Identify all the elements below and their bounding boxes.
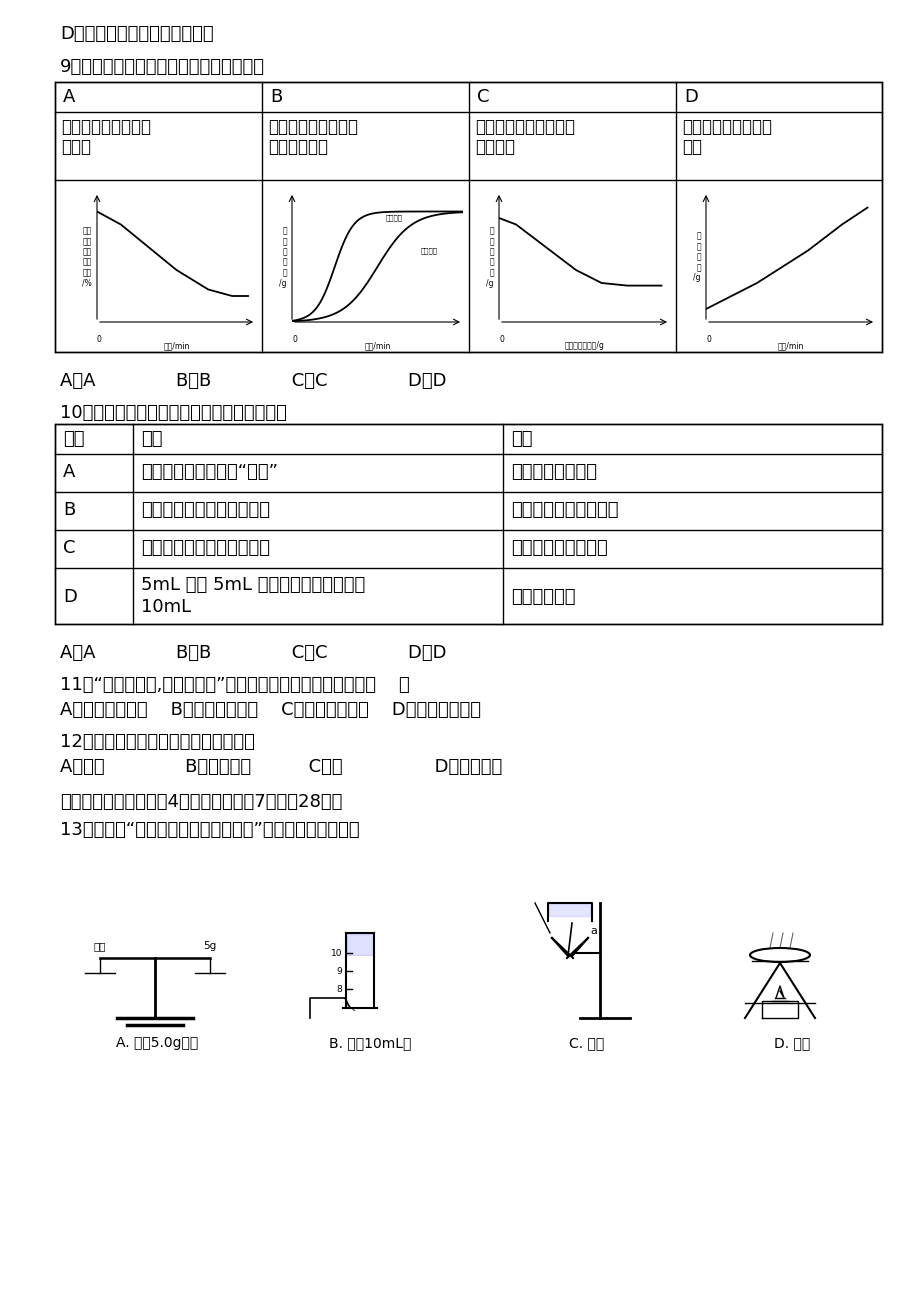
Text: 13．如图是“粗盐中难溶性杂质的去除”的实验操作示意图：: 13．如图是“粗盐中难溶性杂质的去除”的实验操作示意图： [60,822,359,838]
Text: 化学变化时元素不会变: 化学变化时元素不会变 [510,501,618,519]
Text: 向一定量铁粉中加入硫: 向一定量铁粉中加入硫 [474,118,574,135]
Text: A. 称厖5.0g粗盐: A. 称厖5.0g粗盐 [116,1036,198,1049]
Text: 钔固体: 钔固体 [61,138,91,156]
Text: D: D [62,589,77,605]
Text: A．燃放烟花爆竹    B．露天焚烧垃圾    C．废气随意排放    D．工地洒水除尘: A．燃放烟花爆竹 B．露天焚烧垃圾 C．废气随意排放 D．工地洒水除尘 [60,700,481,719]
Text: A．空气              B．高锂酸钔          C．水                D．碳酸氢锐: A．空气 B．高锂酸钔 C．水 D．碳酸氢锐 [60,758,502,776]
Text: 物质的性质决定用途: 物质的性质决定用途 [510,539,607,557]
Text: 8: 8 [335,984,342,993]
Text: 9: 9 [335,966,342,975]
Text: 灰水: 灰水 [681,138,701,156]
Text: 金
属
的
质
量
/g: 金 属 的 质 量 /g [486,227,494,288]
Text: 9．下列图像能正确反映对应变化关系的是: 9．下列图像能正确反映对应变化关系的是 [60,59,265,76]
Text: 5mL 苯和 5mL 冰醉酸混合后体积大于: 5mL 苯和 5mL 冰醉酸混合后体积大于 [141,575,365,594]
Text: D．蜡烛燃烧生成二氧化碳和水: D．蜡烛燃烧生成二氧化碳和水 [60,25,213,43]
Bar [55,424,881,624]
Text: 加热一定量的高锂酸: 加热一定量的高锂酸 [61,118,151,135]
Text: 12．下列物质常用于实验室刻氧气的是: 12．下列物质常用于实验室刻氧气的是 [60,733,255,751]
Text: 二、填空题（本题包括4个小题，每小题7分，共28分）: 二、填空题（本题包括4个小题，每小题7分，共28分） [60,793,342,811]
Text: 空气中含有水蔯气: 空气中含有水蔯气 [510,464,596,480]
Text: 10．下列事实不能作为相应观点的证据的是：: 10．下列事实不能作为相应观点的证据的是： [60,404,287,422]
Text: 5g: 5g [203,941,216,950]
Text: A．A              B．B              C．C              D．D: A．A B．B C．C D．D [60,372,446,391]
Text: 加热一定量的饱和石: 加热一定量的饱和石 [681,118,771,135]
Text: 食品包装袋中充氮气以防腐: 食品包装袋中充氮气以防腐 [141,539,269,557]
Text: 0: 0 [706,335,710,344]
Text: 10mL: 10mL [141,598,191,616]
Text: C: C [62,539,75,557]
Text: 选项: 选项 [62,430,85,448]
Text: 事实: 事实 [141,430,163,448]
Text: 溶
液
质
量
/g: 溶 液 质 量 /g [693,232,700,283]
Text: 化氢溶液分解: 化氢溶液分解 [267,138,328,156]
Text: A: A [62,464,75,480]
Text: 冬天人们讲话时出现“白气”: 冬天人们讲话时出现“白气” [141,464,278,480]
Bar [55,82,881,352]
Text: 时间/min: 时间/min [364,341,391,350]
Text: C. 过滤: C. 过滤 [569,1036,604,1049]
Text: 微粒间有间隔: 微粒间有间隔 [510,589,575,605]
Text: B. 量儍10mL水: B. 量儍10mL水 [328,1036,411,1049]
Text: 11．“蓝天保卫战,我是行动者”。下列行动符合这一主题的是（    ）: 11．“蓝天保卫战,我是行动者”。下列行动符合这一主题的是（ ） [60,676,409,694]
Text: 有催化剂: 有催化剂 [386,215,403,221]
Text: D: D [683,89,698,105]
Text: a: a [589,926,596,936]
Text: B: B [62,501,75,519]
Text: 0: 0 [499,335,504,344]
Text: 氧化汞分解可得到汞和氧气: 氧化汞分解可得到汞和氧气 [141,501,269,519]
Text: 无催化剂: 无催化剂 [420,247,437,254]
Text: C: C [476,89,489,105]
Text: 0: 0 [96,335,102,344]
Text: 时间/min: 时间/min [777,341,803,350]
Text: 硫酸铜溶液质量/g: 硫酸铜溶液质量/g [564,341,604,350]
Text: 固体
中氧
元素
质量
分数
/%: 固体 中氧 元素 质量 分数 /% [83,227,92,288]
Text: D. 蕲发: D. 蕲发 [773,1036,810,1049]
Text: 气
体
的
质
量
/g: 气 体 的 质 量 /g [279,227,287,288]
Text: B: B [269,89,282,105]
Text: A: A [62,89,75,105]
Text: 0: 0 [292,335,297,344]
Text: 10: 10 [330,948,342,957]
Text: 粗盐: 粗盐 [94,941,106,950]
Text: A．A              B．B              C．C              D．D: A．A B．B C．C D．D [60,644,446,661]
Text: 酸铜溶液: 酸铜溶液 [474,138,515,156]
Text: 两份完全相同的过氧: 两份完全相同的过氧 [267,118,357,135]
Text: 观点: 观点 [510,430,532,448]
Text: 时间/min: 时间/min [164,341,189,350]
